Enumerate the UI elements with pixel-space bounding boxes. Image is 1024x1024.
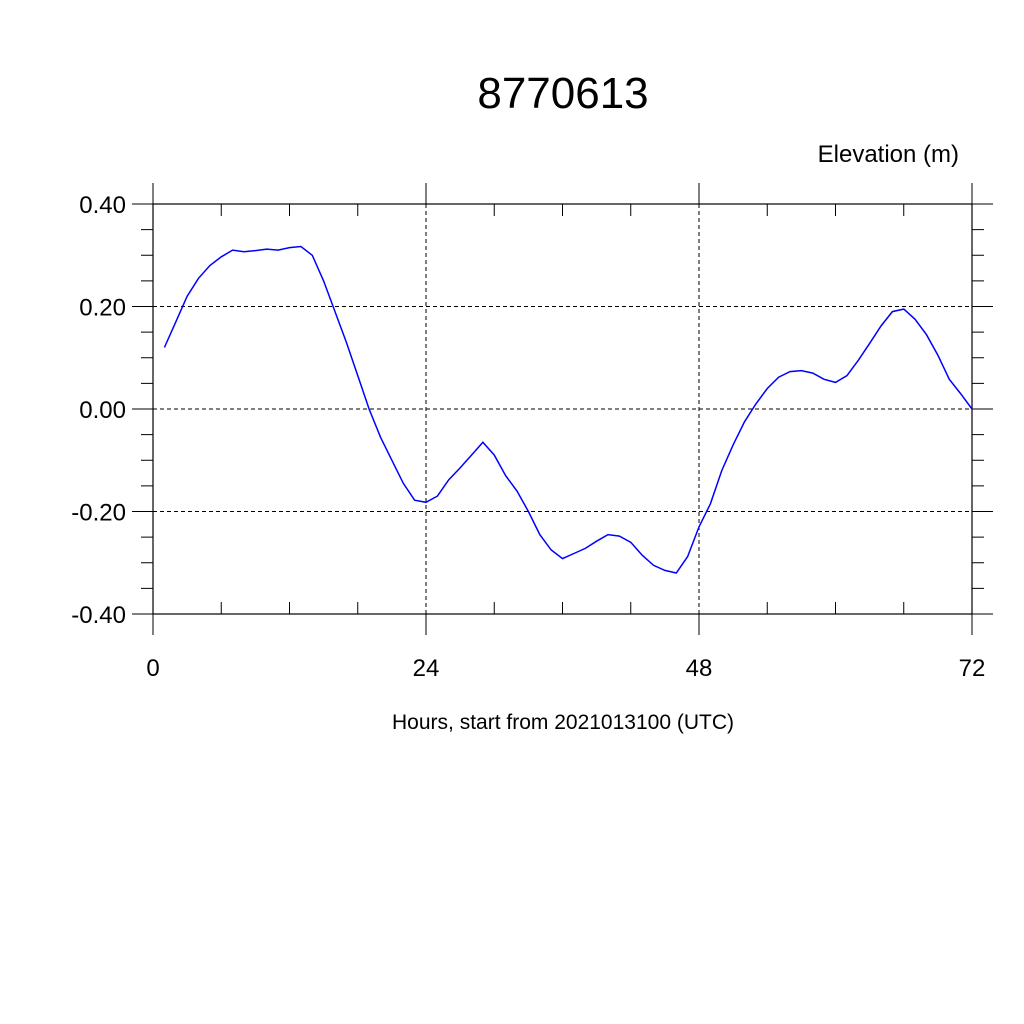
axis-ticks bbox=[132, 183, 993, 635]
units-label: Elevation (m) bbox=[818, 141, 959, 168]
tick-labels: 0 24 48 72 -0.40 -0.20 0.00 0.20 0.40 bbox=[71, 192, 985, 682]
y-tick-label-0: -0.40 bbox=[71, 602, 126, 629]
x-tick-label-1: 24 bbox=[413, 655, 440, 682]
y-tick-label-4: 0.40 bbox=[79, 192, 126, 219]
y-tick-label-1: -0.20 bbox=[71, 500, 126, 527]
x-axis-label: Hours, start from 2021013100 (UTC) bbox=[392, 711, 734, 734]
x-tick-label-0: 0 bbox=[146, 655, 159, 682]
series-line-0 bbox=[163, 245, 973, 574]
chart-title: 8770613 bbox=[477, 69, 648, 118]
y-tick-label-2: 0.00 bbox=[79, 397, 126, 424]
x-tick-label-3: 72 bbox=[959, 655, 986, 682]
grid-lines bbox=[153, 203, 973, 615]
y-tick-label-3: 0.20 bbox=[79, 295, 126, 322]
series-layer bbox=[163, 245, 973, 574]
x-tick-label-2: 48 bbox=[686, 655, 713, 682]
